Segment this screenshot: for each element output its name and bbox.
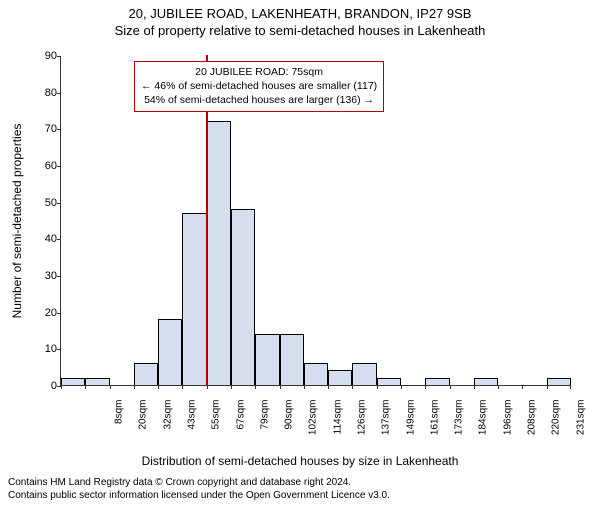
y-tick-label: 60 <box>27 160 57 172</box>
histogram-bar <box>207 121 231 385</box>
histogram-bar <box>425 378 449 385</box>
x-tick-label: 114sqm <box>332 400 343 450</box>
y-tick-label: 20 <box>27 307 57 319</box>
histogram-bar <box>474 378 498 385</box>
y-tick-mark <box>57 129 61 130</box>
footer-line1: Contains HM Land Registry data © Crown c… <box>8 476 390 489</box>
y-tick-mark <box>57 276 61 277</box>
y-tick-mark <box>57 203 61 204</box>
x-tick-label: 20sqm <box>138 400 149 450</box>
x-tick-mark <box>450 385 451 389</box>
x-tick-mark <box>377 385 378 389</box>
x-tick-label: 173sqm <box>454 400 465 450</box>
y-tick-label: 50 <box>27 197 57 209</box>
x-tick-label: 79sqm <box>259 400 270 450</box>
y-tick-label: 0 <box>27 380 57 392</box>
histogram-bar <box>61 378 85 385</box>
histogram-bar <box>231 209 255 385</box>
x-tick-label: 137sqm <box>381 400 392 450</box>
chart-title-main: 20, JUBILEE ROAD, LAKENHEATH, BRANDON, I… <box>0 6 600 21</box>
y-tick-mark <box>57 93 61 94</box>
y-tick-mark <box>57 166 61 167</box>
x-tick-mark <box>255 385 256 389</box>
x-tick-mark <box>522 385 523 389</box>
y-tick-mark <box>57 56 61 57</box>
footer-line2: Contains public sector information licen… <box>8 489 390 502</box>
x-tick-label: 55sqm <box>211 400 222 450</box>
x-tick-label: 184sqm <box>478 400 489 450</box>
y-tick-label: 90 <box>27 50 57 62</box>
x-tick-label: 220sqm <box>551 400 562 450</box>
x-tick-mark <box>570 385 571 389</box>
x-tick-mark <box>134 385 135 389</box>
annotation-line3: 54% of semi-detached houses are larger (… <box>141 93 377 107</box>
x-tick-mark <box>207 385 208 389</box>
x-tick-mark <box>401 385 402 389</box>
y-tick-mark <box>57 239 61 240</box>
x-tick-label: 208sqm <box>527 400 538 450</box>
x-tick-label: 102sqm <box>308 400 319 450</box>
histogram-bar <box>158 319 182 385</box>
x-tick-label: 196sqm <box>502 400 513 450</box>
x-tick-mark <box>304 385 305 389</box>
y-tick-label: 10 <box>27 343 57 355</box>
x-tick-mark <box>280 385 281 389</box>
x-axis-label: Distribution of semi-detached houses by … <box>0 454 600 468</box>
histogram-bar <box>547 378 571 385</box>
x-tick-mark <box>547 385 548 389</box>
histogram-bar <box>182 213 206 385</box>
x-tick-label: 90sqm <box>284 400 295 450</box>
histogram-bar <box>255 334 279 385</box>
histogram-bar <box>280 334 304 385</box>
annotation-line1: 20 JUBILEE ROAD: 75sqm <box>141 65 377 79</box>
x-tick-label: 231sqm <box>575 400 586 450</box>
histogram-bar <box>134 363 158 385</box>
y-tick-label: 40 <box>27 233 57 245</box>
x-tick-mark <box>231 385 232 389</box>
x-tick-mark <box>158 385 159 389</box>
histogram-bar <box>328 370 352 385</box>
x-tick-label: 67sqm <box>235 400 246 450</box>
y-tick-mark <box>57 313 61 314</box>
x-tick-mark <box>474 385 475 389</box>
y-tick-label: 70 <box>27 123 57 135</box>
y-axis-label: Number of semi-detached properties <box>10 124 24 319</box>
x-tick-mark <box>328 385 329 389</box>
x-tick-label: 126sqm <box>357 400 368 450</box>
x-tick-mark <box>182 385 183 389</box>
x-tick-mark <box>85 385 86 389</box>
chart-area: 01020304050607080908sqm20sqm32sqm43sqm55… <box>60 56 570 386</box>
x-tick-mark <box>61 385 62 389</box>
x-tick-label: 161sqm <box>429 400 440 450</box>
y-tick-label: 30 <box>27 270 57 282</box>
x-tick-label: 149sqm <box>405 400 416 450</box>
histogram-bar <box>377 378 401 385</box>
annotation-line2: ← 46% of semi-detached houses are smalle… <box>141 79 377 93</box>
x-tick-mark <box>110 385 111 389</box>
histogram-bar <box>352 363 376 385</box>
x-tick-label: 32sqm <box>162 400 173 450</box>
x-tick-label: 8sqm <box>114 400 125 450</box>
y-tick-mark <box>57 349 61 350</box>
x-tick-mark <box>425 385 426 389</box>
footer-attribution: Contains HM Land Registry data © Crown c… <box>8 476 390 502</box>
histogram-bar <box>304 363 328 385</box>
annotation-callout: 20 JUBILEE ROAD: 75sqm ← 46% of semi-det… <box>134 61 384 112</box>
x-tick-mark <box>352 385 353 389</box>
x-tick-mark <box>498 385 499 389</box>
y-tick-label: 80 <box>27 87 57 99</box>
chart-title-sub: Size of property relative to semi-detach… <box>0 23 600 38</box>
x-tick-label: 43sqm <box>187 400 198 450</box>
histogram-bar <box>85 378 109 385</box>
